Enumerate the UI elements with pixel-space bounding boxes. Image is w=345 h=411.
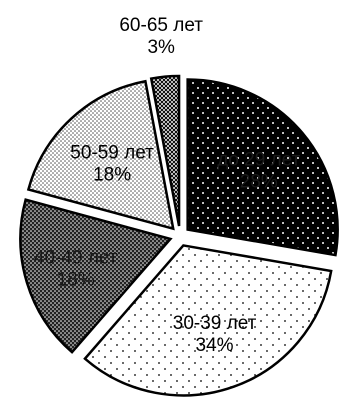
pie-slice-2: [83, 244, 333, 397]
pie-slice-3: [19, 198, 173, 354]
slice-label-value: 28%: [240, 172, 278, 193]
slice-label-category: 60-65 лет: [119, 15, 203, 36]
pie-slice-4: [26, 79, 175, 231]
slice-label-1: до 29 лет 28%: [217, 150, 300, 193]
slice-label-category: 50-59 лет: [70, 143, 154, 164]
slice-label-category: 40-49 лет: [34, 248, 118, 269]
pie-labels: до 29 лет 28%30-39 лет 34%40-49 лет 18%50-5…: [34, 15, 301, 356]
pie-slice-5: [149, 74, 181, 227]
slice-label-value: 34%: [196, 335, 234, 356]
slice-label-category: до 29 лет: [217, 150, 300, 171]
slice-label-2: 30-39 лет 34%: [173, 313, 257, 356]
slice-label-4: 50-59 лет 18%: [70, 143, 154, 186]
slice-label-category: 30-39 лет: [173, 313, 257, 334]
slice-label-value: 18%: [57, 270, 95, 291]
slice-label-value: 18%: [93, 165, 131, 186]
pie-slice-1: [186, 78, 339, 257]
slice-label-5: 60-65 лет 3%: [119, 15, 203, 58]
slice-label-3: 40-49 лет 18%: [34, 248, 118, 291]
slice-label-value: 3%: [147, 37, 175, 58]
pie-slices: [19, 74, 339, 397]
